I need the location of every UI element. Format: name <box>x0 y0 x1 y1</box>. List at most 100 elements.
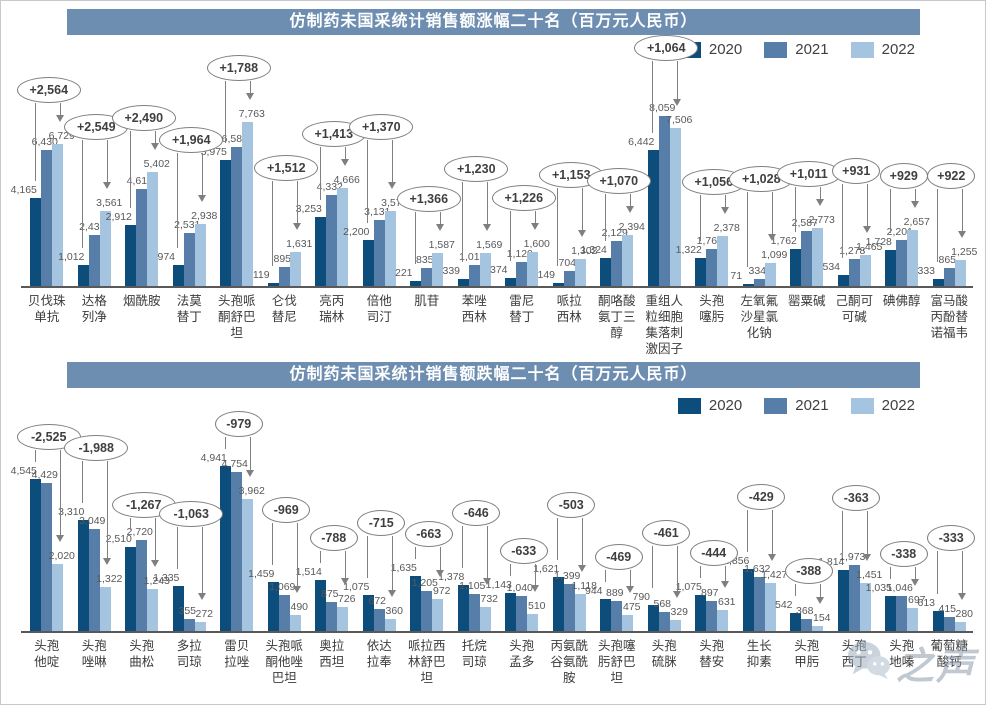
category-label: 头孢 硫脒 <box>651 639 677 669</box>
value-label: 334 <box>748 265 767 277</box>
legend-swatch-2021 <box>764 397 788 414</box>
value-label: 3,049 <box>79 515 106 527</box>
bar-2021 <box>753 279 765 286</box>
bar-2022 <box>194 622 206 631</box>
bar-2020 <box>647 150 659 286</box>
delta-bubble: +1,230 <box>444 156 509 182</box>
arrow-down-icon <box>910 579 919 586</box>
connector-line <box>889 567 891 579</box>
category-label: 头孢 地嗪 <box>889 639 915 669</box>
connector-line <box>794 584 796 596</box>
bar-2021 <box>706 249 718 286</box>
value-label: 2,531 <box>174 219 201 231</box>
value-label: 697 <box>907 594 926 606</box>
delta-bubble: -715 <box>357 510 406 536</box>
bar-2020 <box>315 580 327 631</box>
connector-line <box>107 461 109 558</box>
value-label: 3,253 <box>295 203 322 215</box>
bar-2021 <box>88 529 100 631</box>
connector-line <box>819 584 821 597</box>
category-label: 头孢哌 酮他唑 巴坦 <box>265 639 303 685</box>
legend-item-2021: 2021 <box>764 41 829 58</box>
arrow-down-icon <box>910 201 919 208</box>
bar-2022 <box>764 263 776 286</box>
connector-line <box>747 510 749 552</box>
connector-line <box>297 181 299 223</box>
connector-line <box>462 526 464 568</box>
connector-line <box>34 450 36 462</box>
connector-line <box>319 551 321 563</box>
category-label: 亮丙 瑞林 <box>319 294 345 324</box>
value-label: 1,632 <box>744 563 771 575</box>
connector-line <box>819 187 821 199</box>
value-label: 2,200 <box>343 226 370 238</box>
arrow-down-icon <box>483 224 492 231</box>
connector-line <box>177 153 179 248</box>
bar-2021 <box>563 271 575 286</box>
legend-label: 2020 <box>708 397 743 414</box>
value-label: 71 <box>730 270 743 282</box>
bar-2022 <box>574 259 586 286</box>
value-label: 1,378 <box>438 571 465 583</box>
bar-2021 <box>278 267 290 286</box>
connector-line <box>509 211 511 261</box>
value-label: 1,105 <box>459 580 486 592</box>
delta-bubble: +931 <box>832 158 881 184</box>
connector-line <box>272 181 274 266</box>
bar-2020 <box>600 258 612 286</box>
connector-line <box>867 184 869 226</box>
bar-2022 <box>432 599 444 631</box>
category-label: 头孢噻 肟舒巴 坦 <box>597 639 636 685</box>
watermark-text: 之声 <box>896 643 977 688</box>
connector-line <box>889 189 891 233</box>
value-label: 875 <box>320 588 339 600</box>
bar-2021 <box>88 235 100 286</box>
connector-line <box>202 527 204 593</box>
connector-line <box>747 192 749 267</box>
delta-bubble: -633 <box>499 538 548 564</box>
arrow-down-icon <box>863 554 872 561</box>
connector-line <box>699 566 701 578</box>
connector-line <box>59 103 61 115</box>
bar-2021 <box>373 609 385 631</box>
category-label: 丙氨酰 谷氨酰 胺 <box>550 639 588 685</box>
delta-bubble: +922 <box>927 163 976 189</box>
delta-bubble: -388 <box>784 558 833 584</box>
value-label: 4,429 <box>31 469 58 481</box>
arrow-down-icon <box>198 195 207 202</box>
arrow-down-icon <box>150 143 159 150</box>
bar-2022 <box>194 224 206 286</box>
x-axis-line <box>21 286 973 288</box>
category-label: 罂粟碱 <box>787 294 826 308</box>
arrow-down-icon <box>245 470 254 477</box>
bar-2020 <box>505 593 517 631</box>
connector-line <box>842 511 844 553</box>
bar-2022 <box>954 622 966 631</box>
bar-2021 <box>468 594 480 631</box>
value-label: 4,545 <box>10 465 37 477</box>
connector-line <box>699 195 701 241</box>
bar-2022 <box>147 172 159 286</box>
category-label: 贝伐珠 单抗 <box>27 294 66 324</box>
value-label: 3,561 <box>96 197 123 209</box>
delta-bubble: -646 <box>452 500 501 526</box>
value-label: 3,310 <box>58 506 85 518</box>
arrow-down-icon <box>55 535 64 542</box>
legend-label: 2021 <box>795 397 829 414</box>
value-label: 1,635 <box>390 562 417 574</box>
value-label: 704 <box>558 257 577 269</box>
connector-line <box>914 567 916 579</box>
arrow-down-icon <box>578 565 587 572</box>
connector-line <box>177 527 179 569</box>
delta-bubble: +1,070 <box>586 168 651 194</box>
arrow-down-icon <box>198 593 207 600</box>
bar-2022 <box>289 252 301 286</box>
value-label: 1,399 <box>554 570 581 582</box>
connector-line <box>154 518 156 560</box>
category-label: 己酮可 可碱 <box>835 294 873 324</box>
connector-line <box>914 189 916 201</box>
category-label: 生长 抑素 <box>746 639 772 669</box>
value-label: 1,587 <box>428 239 455 251</box>
arrow-down-icon <box>388 182 397 189</box>
